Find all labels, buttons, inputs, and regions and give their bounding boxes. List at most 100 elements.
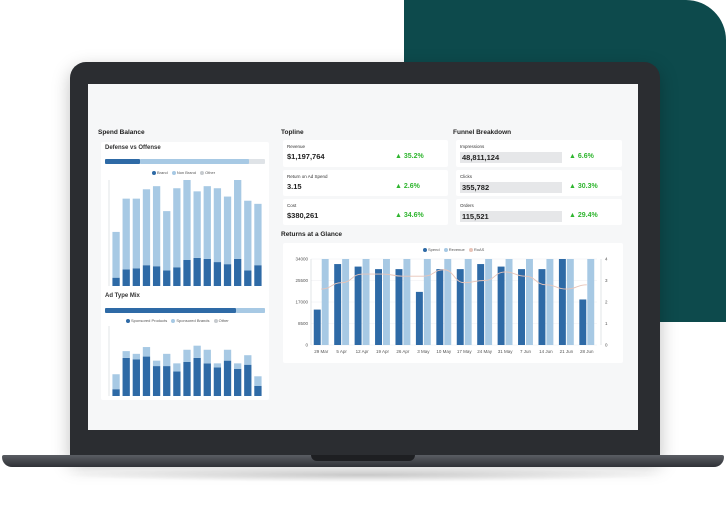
- legend-sponsored-products: Sponsored Products: [131, 318, 168, 323]
- laptop-notch: [311, 455, 415, 461]
- returns-revenue-bar: [362, 259, 370, 345]
- returns-spend-bar: [497, 266, 505, 345]
- returns-y-tick-left: 25500: [295, 278, 308, 283]
- returns-x-tick: 5 Apr: [336, 349, 347, 354]
- defense-bar-primary: [152, 266, 161, 286]
- adtype-bar-secondary: [244, 355, 252, 365]
- adtype-bar-secondary: [122, 351, 130, 358]
- returns-spend-bar: [518, 269, 525, 345]
- defense-bar-primary: [223, 264, 232, 286]
- returns-revenue-bar: [403, 259, 411, 345]
- returns-revenue-bar: [526, 259, 533, 345]
- legend-other: Other: [205, 170, 216, 175]
- returns-x-tick: 21 Jun: [560, 349, 574, 354]
- topline-title: Topline: [281, 129, 304, 136]
- roas-legend-dot: [468, 247, 473, 252]
- ad-type-mix-chart: [108, 326, 262, 396]
- laptop-shadow: [60, 468, 666, 482]
- defense-bar-secondary: [223, 196, 232, 265]
- orders-value: 115,521: [462, 212, 489, 221]
- funnel-clicks-card: Clicks 355,782 ▲ 30.3%: [456, 170, 622, 196]
- roas-label: Return on Ad Spend: [287, 174, 328, 179]
- adtype-bar-primary: [244, 364, 252, 396]
- adtype-bar-secondary: [203, 349, 211, 364]
- sponsored-products-legend-dot: [126, 318, 130, 323]
- defense-bar-secondary: [244, 200, 252, 271]
- returns-spend-bar: [558, 259, 566, 345]
- returns-revenue-bar: [587, 259, 595, 345]
- returns-y-tick-left: 0: [305, 343, 308, 348]
- returns-x-tick: 19 Apr: [376, 349, 390, 354]
- adtype-bar-secondary: [234, 363, 242, 369]
- impressions-label: Impressions: [460, 144, 485, 149]
- defense-bar-primary: [142, 265, 151, 286]
- clicks-value: 355,782: [462, 183, 490, 192]
- topline-revenue-card: Revenue $1,197,764 ▲ 35.2%: [283, 140, 448, 167]
- returns-legend: Spend Revenue RoAS: [420, 247, 484, 252]
- returns-spend-bar: [436, 269, 444, 345]
- adtype-bar-primary: [142, 356, 151, 396]
- legend-brand: Brand: [157, 170, 168, 175]
- defense-bar-primary: [132, 268, 140, 286]
- legend-revenue: Revenue: [448, 247, 465, 252]
- returns-roas-line: [321, 269, 587, 290]
- ad-type-legend: Sponsored Products Sponsored Brands Othe…: [123, 318, 229, 323]
- returns-x-tick: 31 May: [498, 349, 514, 354]
- brand-legend-dot: [152, 170, 156, 175]
- adtype-bar-primary: [183, 362, 191, 396]
- cost-value: $380,261: [287, 211, 319, 220]
- defense-bar-primary: [183, 260, 191, 286]
- returns-card: Spend Revenue RoAS 0 8500 17000 25500 34000 0…: [283, 243, 623, 363]
- sponsored-brands-legend-dot: [171, 318, 176, 323]
- defense-offense-chart: [108, 180, 262, 286]
- adtype-bar-primary: [193, 357, 201, 396]
- returns-spend-bar: [579, 299, 587, 345]
- returns-x-tick: 17 May: [457, 349, 473, 354]
- defense-bar-secondary: [173, 188, 181, 268]
- cost-label: Cost: [287, 203, 297, 208]
- returns-revenue-bar: [383, 259, 390, 345]
- returns-title: Returns at a Glance: [281, 231, 343, 238]
- defense-bar-secondary: [193, 191, 201, 258]
- sponsored-products-split-segment: [105, 308, 237, 313]
- adtype-bar-secondary: [213, 363, 222, 368]
- returns-x-tick: 7 Jun: [520, 349, 532, 354]
- returns-x-tick: 10 May: [436, 349, 452, 354]
- ad-type-mix-title: Ad Type Mix: [105, 293, 140, 299]
- clicks-bar: [460, 182, 562, 193]
- orders-bar: [460, 211, 562, 222]
- returns-spend-bar: [313, 309, 321, 345]
- adtype-bar-primary: [234, 368, 242, 396]
- revenue-legend-dot: [443, 247, 448, 252]
- returns-revenue-bar: [566, 259, 574, 345]
- adtype-bar-secondary: [193, 345, 201, 358]
- returns-spend-bar: [477, 264, 485, 345]
- returns-spend-bar: [395, 269, 403, 345]
- returns-spend-bar: [375, 269, 382, 345]
- returns-y-tick-left: 8500: [298, 321, 309, 326]
- returns-spend-bar: [456, 269, 464, 345]
- defense-bar-secondary: [112, 231, 120, 278]
- defense-bar-secondary: [213, 188, 222, 263]
- returns-revenue-bar: [485, 259, 493, 345]
- brand-split-segment: [105, 159, 141, 164]
- returns-y-tick-right: 0: [605, 343, 608, 348]
- returns-y-tick-right: 1: [605, 321, 608, 326]
- orders-change: ▲ 29.4%: [569, 212, 598, 219]
- returns-spend-bar: [415, 291, 423, 345]
- returns-chart: 0 8500 17000 25500 34000 0 1 2 3 4 29 Mar 5 Apr 12 A…: [295, 257, 608, 355]
- defense-bar-primary: [193, 257, 201, 286]
- defense-bar-secondary: [122, 198, 130, 270]
- returns-y-tick-right: 4: [605, 257, 608, 262]
- adtype-bar-secondary: [142, 347, 151, 357]
- defense-bar-secondary: [203, 186, 211, 259]
- returns-revenue-bar: [505, 259, 513, 345]
- funnel-breakdown-title: Funnel Breakdown: [453, 129, 512, 136]
- defense-bar-primary: [163, 270, 171, 286]
- returns-spend-bar: [354, 266, 362, 345]
- non-brand-legend-dot: [171, 170, 176, 175]
- impressions-value: 48,811,124: [462, 153, 500, 162]
- defense-offense-card: Defense vs Offense Brand Non Brand Other: [101, 142, 269, 292]
- clicks-label: Clicks: [460, 174, 472, 179]
- adtype-bar-secondary: [163, 353, 171, 367]
